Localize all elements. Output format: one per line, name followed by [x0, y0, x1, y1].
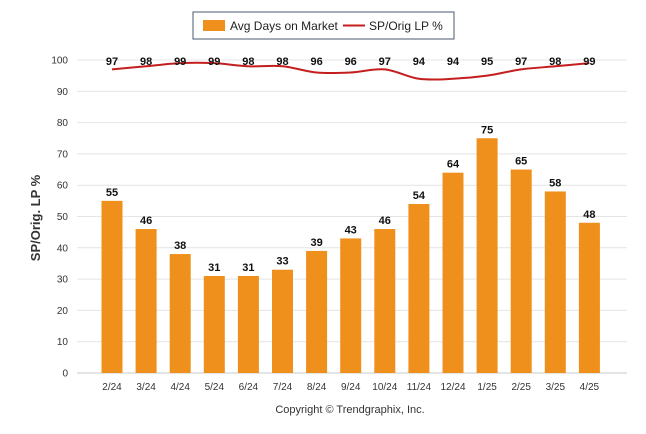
x-tick-label: 12/24 [440, 382, 465, 393]
x-tick-label: 4/25 [580, 382, 600, 393]
y-tick-label: 40 [57, 243, 69, 254]
bar-value-label: 54 [413, 190, 426, 202]
legend-bar-label: Avg Days on Market [230, 19, 338, 33]
copyright: Copyright © Trendgraphix, Inc. [275, 404, 424, 416]
bar-value-label: 43 [345, 224, 357, 236]
bar-value-label: 48 [583, 209, 595, 221]
bar [374, 229, 396, 373]
x-tick-label: 4/24 [170, 382, 190, 393]
x-tick-label: 10/24 [372, 382, 397, 393]
y-tick-label: 0 [62, 369, 68, 380]
bar [169, 254, 191, 373]
bar-value-label: 46 [379, 215, 391, 227]
x-tick-label: 8/24 [307, 382, 327, 393]
line-value-label: 99 [174, 56, 186, 68]
line-value-label: 97 [379, 56, 391, 68]
x-tick-label: 5/24 [205, 382, 225, 393]
y-tick-label: 50 [57, 212, 69, 223]
legend-box [192, 11, 455, 40]
bar [272, 269, 293, 373]
x-ticks: 2/24 3/24 4/24 5/24 6/24 7/24 8/24 9/24 10/24 11/… [102, 382, 599, 393]
y-tick-label: 30 [57, 275, 69, 286]
line-value-label: 98 [276, 56, 288, 68]
bar [510, 169, 532, 373]
bar [578, 222, 600, 373]
bar-value-label: 31 [242, 262, 254, 274]
bar-value-label: 75 [481, 124, 493, 136]
line-value-label: 96 [310, 56, 322, 68]
x-tick-label: 11/24 [407, 382, 432, 393]
bar-value-label: 33 [276, 256, 288, 268]
y-tick-label: 90 [57, 87, 69, 98]
bar [135, 229, 157, 373]
bar-value-label: 46 [140, 215, 152, 227]
y-tick-label: 100 [51, 56, 68, 67]
bar-value-label: 39 [310, 237, 322, 249]
y-tick-label: 80 [57, 118, 69, 129]
line-value-label: 95 [481, 56, 493, 68]
line-value-label: 98 [549, 56, 561, 68]
line-path [111, 61, 590, 81]
x-tick-label: 2/24 [102, 382, 122, 393]
legend-bar-swatch [203, 20, 225, 31]
bar [408, 203, 430, 373]
bar [101, 200, 123, 373]
y-axis-label: SP/Orig. LP % [28, 174, 43, 261]
bar-value-label: 55 [106, 187, 118, 199]
bar-labels: 55 46 38 31 31 33 39 43 46 54 64 75 65 58 48 [106, 124, 596, 274]
y-tick-label: 10 [57, 337, 69, 348]
y-tick-label: 20 [57, 306, 69, 317]
line-value-label: 97 [515, 56, 527, 68]
bar-value-label: 65 [515, 156, 527, 168]
line-value-label: 98 [242, 56, 254, 68]
line-value-label: 99 [208, 56, 220, 68]
x-tick-label: 1/25 [477, 382, 497, 393]
bar [476, 138, 498, 373]
line-value-label: 94 [447, 56, 460, 68]
line-series: 97 98 99 99 98 98 96 96 97 94 94 95 97 98 99 [106, 56, 596, 81]
bar [306, 250, 328, 373]
line-value-label: 99 [583, 56, 595, 68]
bar [340, 238, 362, 373]
legend-line-label: SP/Orig LP % [369, 19, 443, 33]
x-tick-label: 3/25 [546, 382, 566, 393]
bar-value-label: 31 [208, 262, 220, 274]
y-ticks: 0 10 20 30 40 50 60 70 80 90 100 [51, 56, 68, 380]
x-tick-label: 3/24 [136, 382, 156, 393]
bars [101, 138, 600, 373]
legend: Avg Days on Market SP/Orig LP % [192, 11, 455, 40]
bar-value-label: 64 [447, 159, 460, 171]
line-value-label: 96 [345, 56, 357, 68]
line-value-label: 98 [140, 56, 152, 68]
y-tick-label: 70 [57, 149, 69, 160]
x-tick-label: 9/24 [341, 382, 361, 393]
bar [237, 275, 259, 373]
grid [77, 59, 627, 374]
x-tick-label: 7/24 [273, 382, 293, 393]
y-tick-label: 60 [57, 181, 69, 192]
bar [544, 191, 566, 373]
x-tick-label: 6/24 [239, 382, 259, 393]
bar [203, 275, 225, 373]
bar-value-label: 58 [549, 177, 561, 189]
line-value-label: 97 [106, 56, 118, 68]
bar-value-label: 38 [174, 240, 186, 252]
x-tick-label: 2/25 [511, 382, 531, 393]
line-value-label: 94 [413, 56, 426, 68]
bar [442, 172, 464, 373]
